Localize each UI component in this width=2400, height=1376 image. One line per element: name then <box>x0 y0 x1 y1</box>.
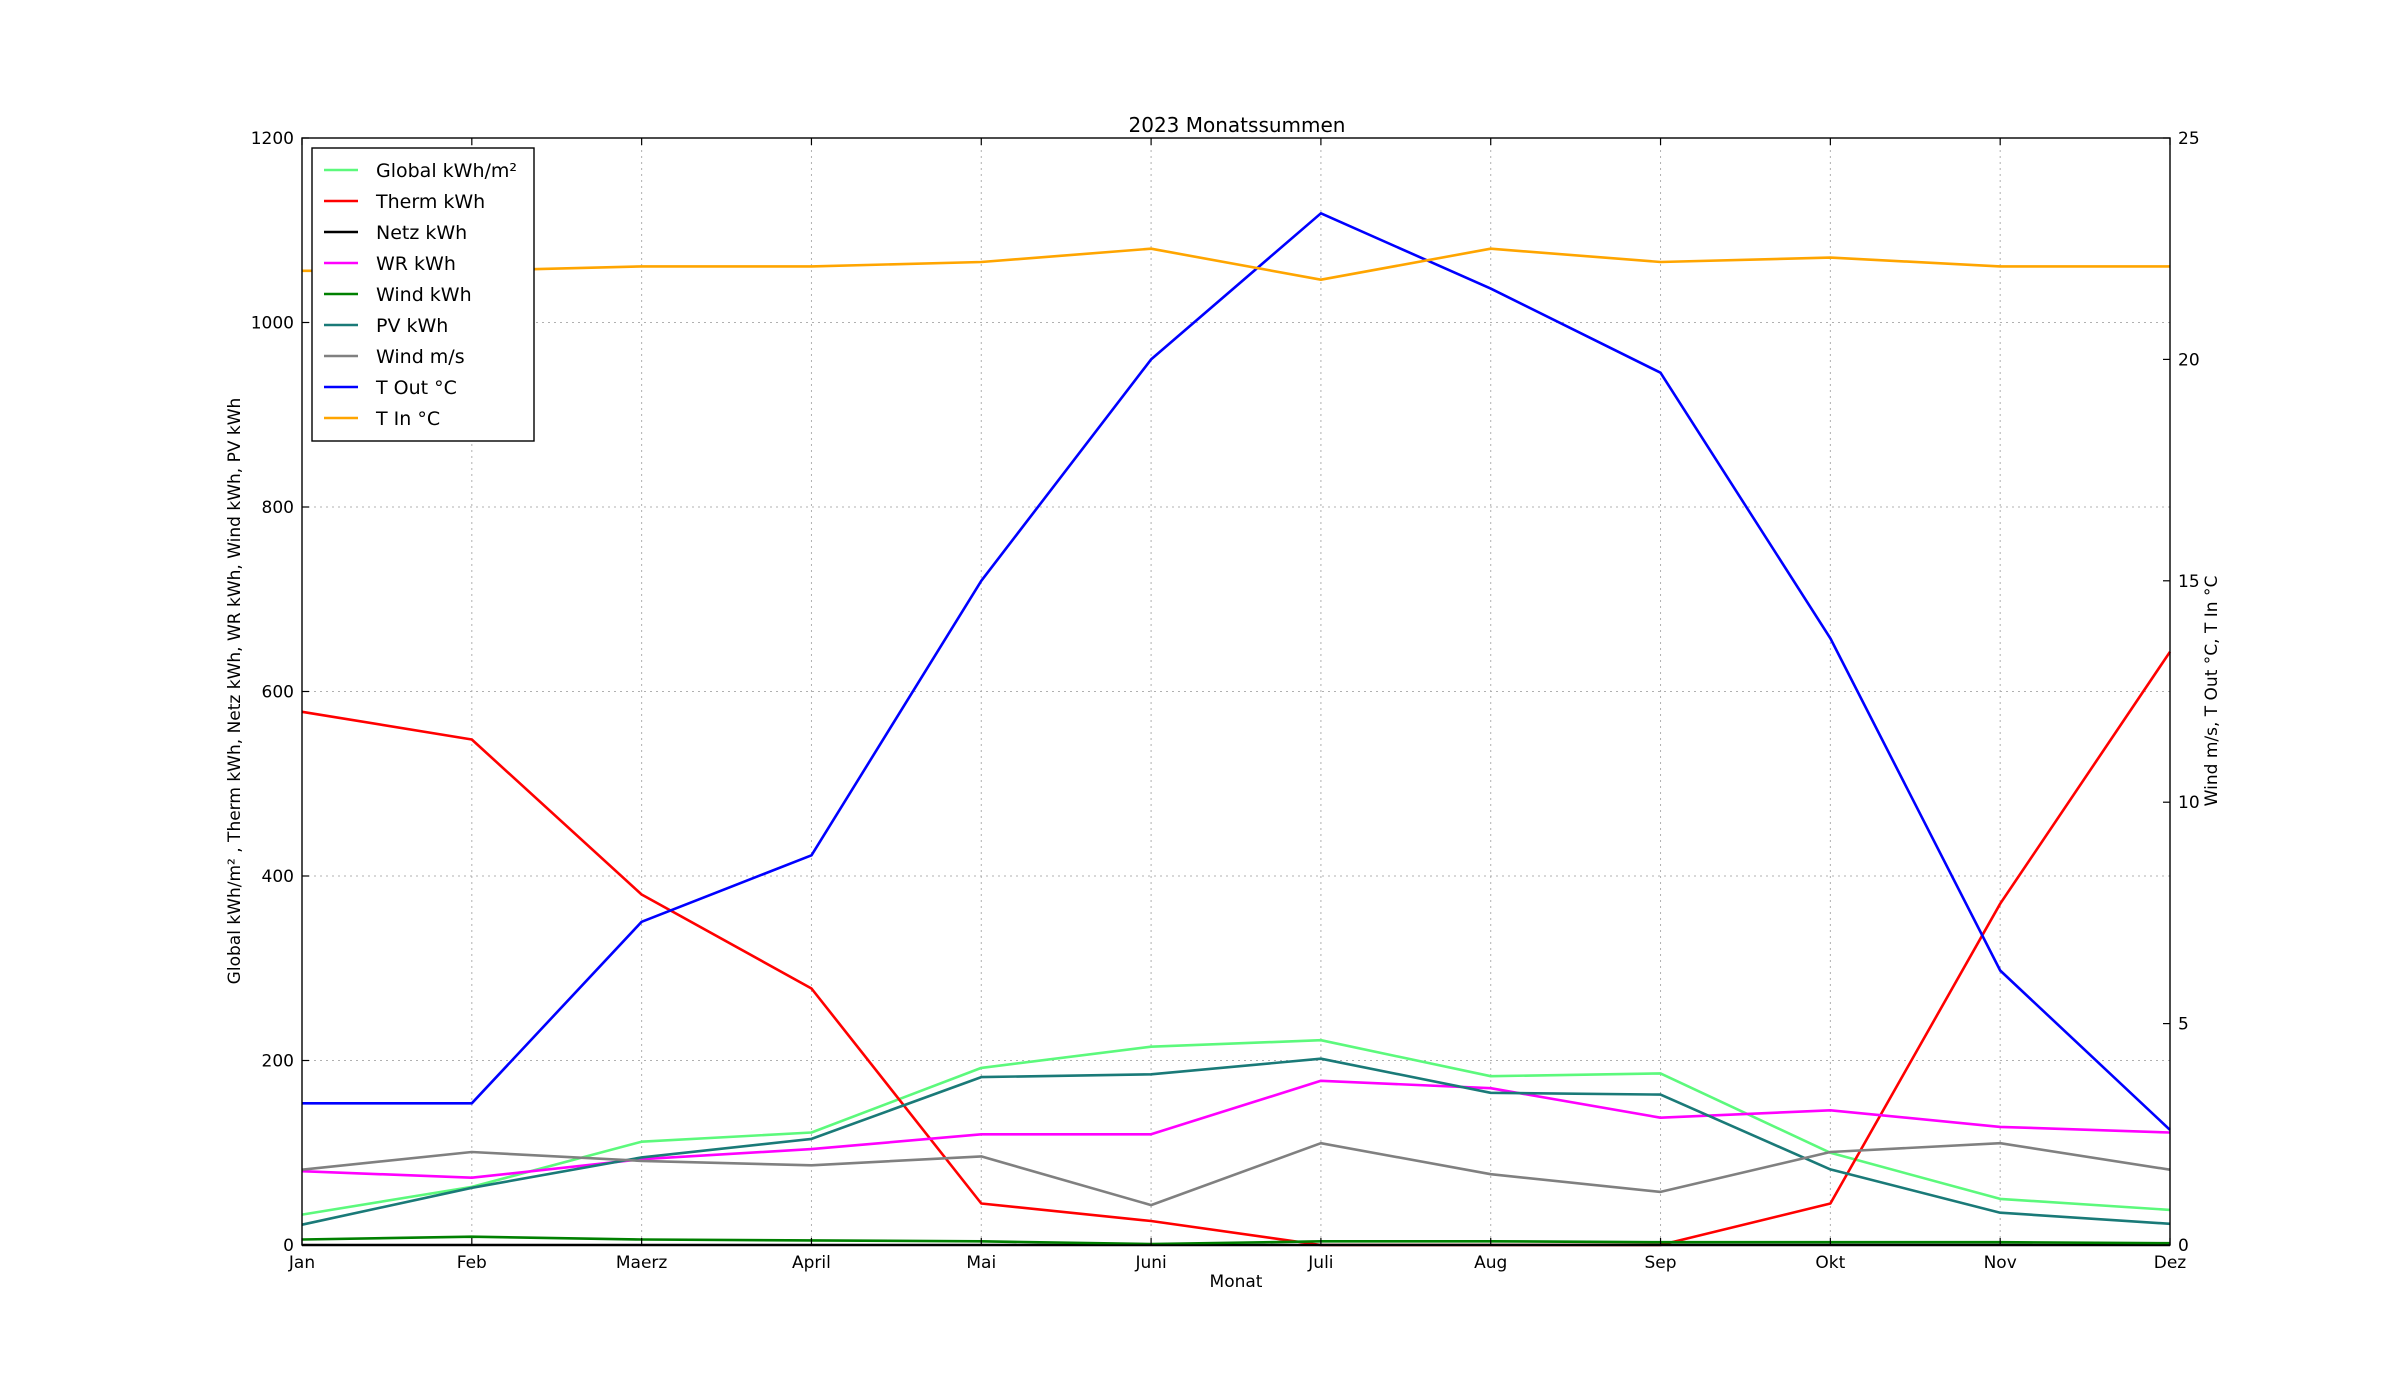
y-tick-label-left: 200 <box>262 1052 294 1072</box>
y-tick-label-right: 15 <box>2178 572 2200 592</box>
x-tick-label: Juni <box>1134 1253 1166 1273</box>
series-line-pv-left <box>301 1057 2171 1226</box>
plot-frame <box>301 137 2171 1246</box>
series-line-t-right <box>302 247 2170 282</box>
x-tick-label: Nov <box>1984 1253 2017 1273</box>
y-tick-label-right: 10 <box>2178 793 2200 813</box>
legend-label: Wind m/s <box>376 346 465 368</box>
axes: Jan Feb Maerz April Mai Juni Juli Aug Sep Okt Nov D… <box>251 129 2200 1273</box>
legend: Global kWh/m² Therm kWh Netz kWh WR kWh Wind… <box>311 147 535 442</box>
series-line-global-left <box>301 1038 2171 1216</box>
series-line-wind-left <box>301 1235 2171 1246</box>
y-tick-label-left: 600 <box>262 683 294 703</box>
legend-label: T In °C <box>375 408 440 430</box>
legend-label: WR kWh <box>376 253 456 275</box>
y-axis-label-right: Wind m/s, T Out °C, T In °C <box>2202 576 2222 807</box>
y-axis-label-left: Global kWh/m² , Therm kWh, Netz kWh, WR … <box>225 398 245 985</box>
legend-label: Netz kWh <box>376 222 467 244</box>
chart-title: 2023 Monatssummen <box>1129 113 1346 137</box>
legend-label: Wind kWh <box>376 284 472 306</box>
x-tick-label: Dez <box>2154 1253 2187 1273</box>
legend-label: Global kWh/m² <box>376 160 517 182</box>
y-tick-label-right: 5 <box>2178 1015 2189 1035</box>
legend-label: PV kWh <box>376 315 448 337</box>
series-line-wind-right <box>301 1141 2171 1207</box>
y-tick-label-left: 1200 <box>251 129 294 149</box>
x-axis-label: Monat <box>1210 1272 1263 1292</box>
y-tick-label-left: 0 <box>283 1236 294 1256</box>
y-tick-label-left: 800 <box>262 498 294 518</box>
x-tick-label: Okt <box>1815 1253 1845 1273</box>
series-line-therm-left <box>301 651 2172 1247</box>
y-tick-label-left: 1000 <box>251 314 294 334</box>
x-tick-label: Maerz <box>616 1253 668 1273</box>
y-tick-label-right: 20 <box>2178 350 2200 370</box>
series-lines <box>301 212 2172 1247</box>
x-tick-label: Mai <box>966 1253 996 1273</box>
x-tick-label: Aug <box>1474 1253 1507 1273</box>
y-tick-label-right: 25 <box>2178 129 2200 149</box>
series-line-t-right <box>302 212 2171 1131</box>
x-tick-label: Jan <box>288 1253 315 1273</box>
y-tick-label-left: 400 <box>262 867 294 887</box>
x-tick-label: Feb <box>457 1253 487 1273</box>
y-tick-label-right: 0 <box>2178 1236 2189 1256</box>
x-tick-label: April <box>792 1253 831 1273</box>
gridlines <box>302 138 2170 1245</box>
series-line-wr-left <box>301 1079 2171 1179</box>
x-tick-label: Juli <box>1307 1253 1333 1273</box>
x-tick-label: Sep <box>1645 1253 1677 1273</box>
legend-label: T Out °C <box>375 377 457 399</box>
legend-label: Therm kWh <box>375 191 485 213</box>
